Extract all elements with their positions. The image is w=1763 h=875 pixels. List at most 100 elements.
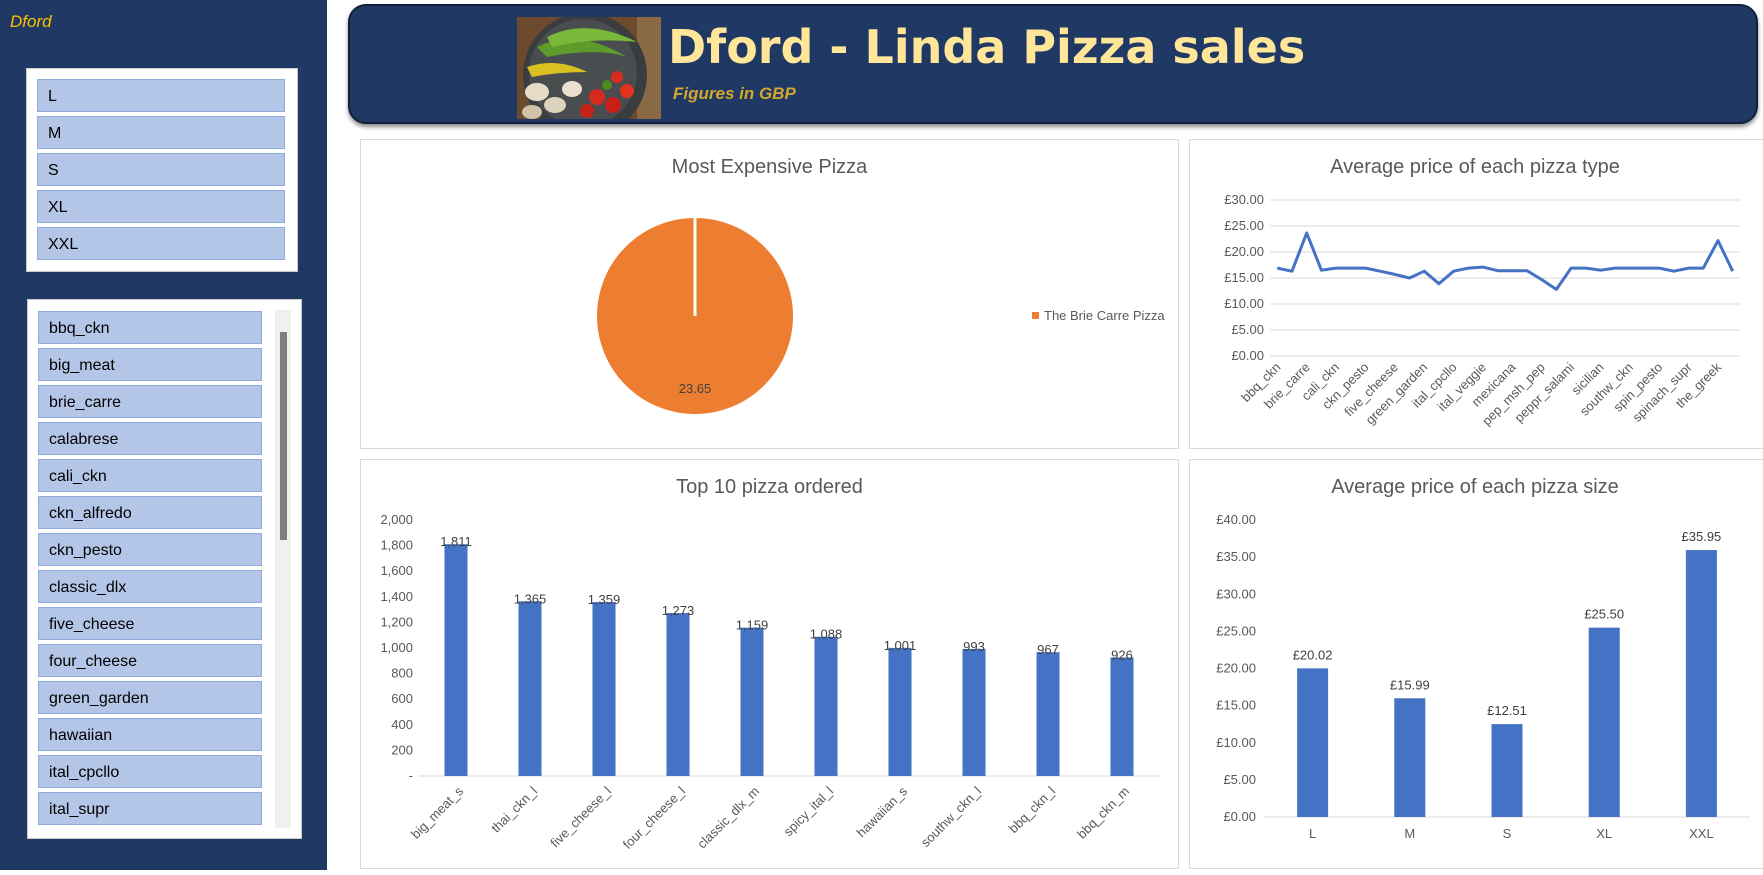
y-tick-label: £0.00 bbox=[1223, 809, 1256, 824]
bar-data-label: £12.51 bbox=[1487, 703, 1527, 718]
y-tick-label: £15.00 bbox=[1216, 698, 1256, 713]
slicer-item-pizza[interactable]: ckn_pesto bbox=[38, 533, 262, 566]
chart-title: Top 10 pizza ordered bbox=[676, 476, 863, 498]
y-tick-label: £15.00 bbox=[1224, 270, 1264, 285]
sidebar: Dford L M S XL XXL bbq_ckn big_meat brie… bbox=[0, 0, 327, 870]
y-tick-label: £5.00 bbox=[1223, 772, 1256, 787]
bar bbox=[814, 636, 838, 776]
x-tick-label: XXL bbox=[1689, 826, 1714, 841]
y-tick-label: £40.00 bbox=[1216, 512, 1256, 527]
y-tick-label: 1,200 bbox=[380, 614, 413, 629]
y-tick-label: £5.00 bbox=[1231, 322, 1264, 337]
slicer-scrollbar[interactable] bbox=[275, 310, 291, 828]
y-tick-label: £20.00 bbox=[1224, 244, 1264, 259]
y-tick-label: 1,600 bbox=[380, 563, 413, 578]
bar bbox=[592, 602, 616, 776]
pizza-name-slicer: bbq_ckn big_meat brie_carre calabrese ca… bbox=[27, 299, 302, 839]
slicer-item-size[interactable]: L bbox=[37, 79, 285, 112]
slicer-item-pizza[interactable]: brie_carre bbox=[38, 385, 262, 418]
slicer-item-size[interactable]: XXL bbox=[37, 227, 285, 260]
y-tick-label: 200 bbox=[391, 742, 413, 757]
slicer-item-pizza[interactable]: four_cheese bbox=[38, 644, 262, 677]
slicer-item-pizza[interactable]: ital_supr bbox=[38, 792, 262, 825]
bar-data-label: £35.95 bbox=[1682, 529, 1722, 544]
pie-chart: 23.65 The Brie Carre Pizza bbox=[597, 218, 1165, 414]
bar bbox=[444, 544, 468, 776]
bar bbox=[1036, 652, 1060, 776]
y-tick-label: 800 bbox=[391, 666, 413, 681]
slicer-item-pizza[interactable]: cali_ckn bbox=[38, 459, 262, 492]
bar-data-label: 1,359 bbox=[588, 592, 621, 607]
x-tick-label: S bbox=[1503, 826, 1512, 841]
x-tick-label: hawaiian_s bbox=[854, 783, 911, 840]
bar-data-label: 1,001 bbox=[884, 638, 917, 653]
slicer-item-pizza[interactable]: bbq_ckn bbox=[38, 311, 262, 344]
chart-top10-ordered: Top 10 pizza ordered - 200 400 600 800 1,000 1… bbox=[360, 459, 1179, 869]
bar bbox=[1588, 627, 1620, 817]
bar-data-label: 1,273 bbox=[662, 603, 695, 618]
slicer-item-pizza[interactable]: ital_cpcllo bbox=[38, 755, 262, 788]
y-tick-label: £20.00 bbox=[1216, 661, 1256, 676]
y-tick-label: £30.00 bbox=[1216, 586, 1256, 601]
bar-data-label: 1,159 bbox=[736, 618, 769, 633]
bar bbox=[1297, 668, 1329, 817]
slicer-item-size[interactable]: XL bbox=[37, 190, 285, 223]
slicer-item-pizza[interactable]: hawaiian bbox=[38, 718, 262, 751]
y-tick-label: £10.00 bbox=[1216, 735, 1256, 750]
x-tick-label: southw_ckn_l bbox=[918, 783, 984, 849]
chart-title: Average price of each pizza type bbox=[1330, 156, 1620, 178]
bar bbox=[1685, 550, 1717, 817]
bar bbox=[1110, 657, 1134, 776]
slicer-item-pizza[interactable]: ckn_alfredo bbox=[38, 496, 262, 529]
dashboard-subtitle: Figures in GBP bbox=[673, 84, 796, 103]
y-tick-label: £25.00 bbox=[1224, 218, 1264, 233]
slicer-item-pizza[interactable]: classic_dlx bbox=[38, 570, 262, 603]
slicer-item-pizza[interactable]: green_garden bbox=[38, 681, 262, 714]
brand-label: Dford bbox=[10, 12, 52, 31]
slicer-item-size[interactable]: S bbox=[37, 153, 285, 186]
banner-food-image bbox=[517, 17, 661, 119]
bar-data-label: 967 bbox=[1037, 642, 1059, 657]
bar-data-label: 926 bbox=[1111, 647, 1133, 662]
x-tick-label: thai_ckn_l bbox=[488, 783, 540, 835]
bar-chart: £0.00 £5.00 £10.00 £15.00 £20.00 £25.00 £30.00… bbox=[1216, 512, 1750, 841]
slicer-scrollbar-thumb[interactable] bbox=[280, 332, 287, 540]
y-tick-label: 400 bbox=[391, 717, 413, 732]
bar-chart: - 200 400 600 800 1,000 1,200 1,400 1,600 1,800 2,… bbox=[380, 512, 1159, 852]
y-tick-label: 1,000 bbox=[380, 640, 413, 655]
legend-label: The Brie Carre Pizza bbox=[1044, 308, 1165, 323]
size-slicer: L M S XL XXL bbox=[26, 68, 298, 272]
bar-data-label: £20.02 bbox=[1293, 647, 1333, 662]
y-tick-label: £25.00 bbox=[1216, 623, 1256, 638]
bar bbox=[888, 647, 912, 776]
series-line bbox=[1276, 231, 1735, 291]
chart-avg-price-type: Average price of each pizza type £0.00 £5… bbox=[1189, 139, 1763, 449]
bar bbox=[740, 627, 764, 776]
slicer-item-pizza[interactable]: calabrese bbox=[38, 422, 262, 455]
slicer-item-size[interactable]: M bbox=[37, 116, 285, 149]
chart-title: Average price of each pizza size bbox=[1331, 476, 1619, 498]
x-tick-label: big_meat_s bbox=[408, 783, 466, 841]
bar-data-label: 1,365 bbox=[514, 591, 547, 606]
y-tick-label: 1,400 bbox=[380, 589, 413, 604]
x-tick-label: bbq_ckn_m bbox=[1074, 784, 1132, 842]
y-tick-label: £0.00 bbox=[1231, 348, 1264, 363]
x-tick-label: XL bbox=[1596, 826, 1612, 841]
bar-data-label: £25.50 bbox=[1584, 607, 1624, 622]
y-tick-label: - bbox=[409, 768, 413, 783]
chart-most-expensive: Most Expensive Pizza 23.65 The Brie Carre… bbox=[360, 139, 1179, 449]
x-tick-label: bbq_ckn_l bbox=[1006, 783, 1059, 836]
bar-data-label: 1,811 bbox=[440, 534, 472, 549]
y-tick-label: 1,800 bbox=[380, 538, 413, 553]
x-tick-label: L bbox=[1309, 826, 1316, 841]
bar bbox=[518, 601, 542, 776]
x-tick-label: spicy_ital_l bbox=[781, 783, 837, 839]
dashboard-title: Dford - Linda Pizza sales bbox=[668, 20, 1306, 74]
y-tick-label: £10.00 bbox=[1224, 296, 1264, 311]
slicer-item-pizza[interactable]: big_meat bbox=[38, 348, 262, 381]
y-tick-label: 2,000 bbox=[380, 512, 413, 527]
bar-data-label: £15.99 bbox=[1390, 677, 1430, 692]
slicer-item-pizza[interactable]: five_cheese bbox=[38, 607, 262, 640]
y-tick-label: £35.00 bbox=[1216, 549, 1256, 564]
chart-avg-price-size: Average price of each pizza size £0.00 £5… bbox=[1189, 459, 1763, 869]
